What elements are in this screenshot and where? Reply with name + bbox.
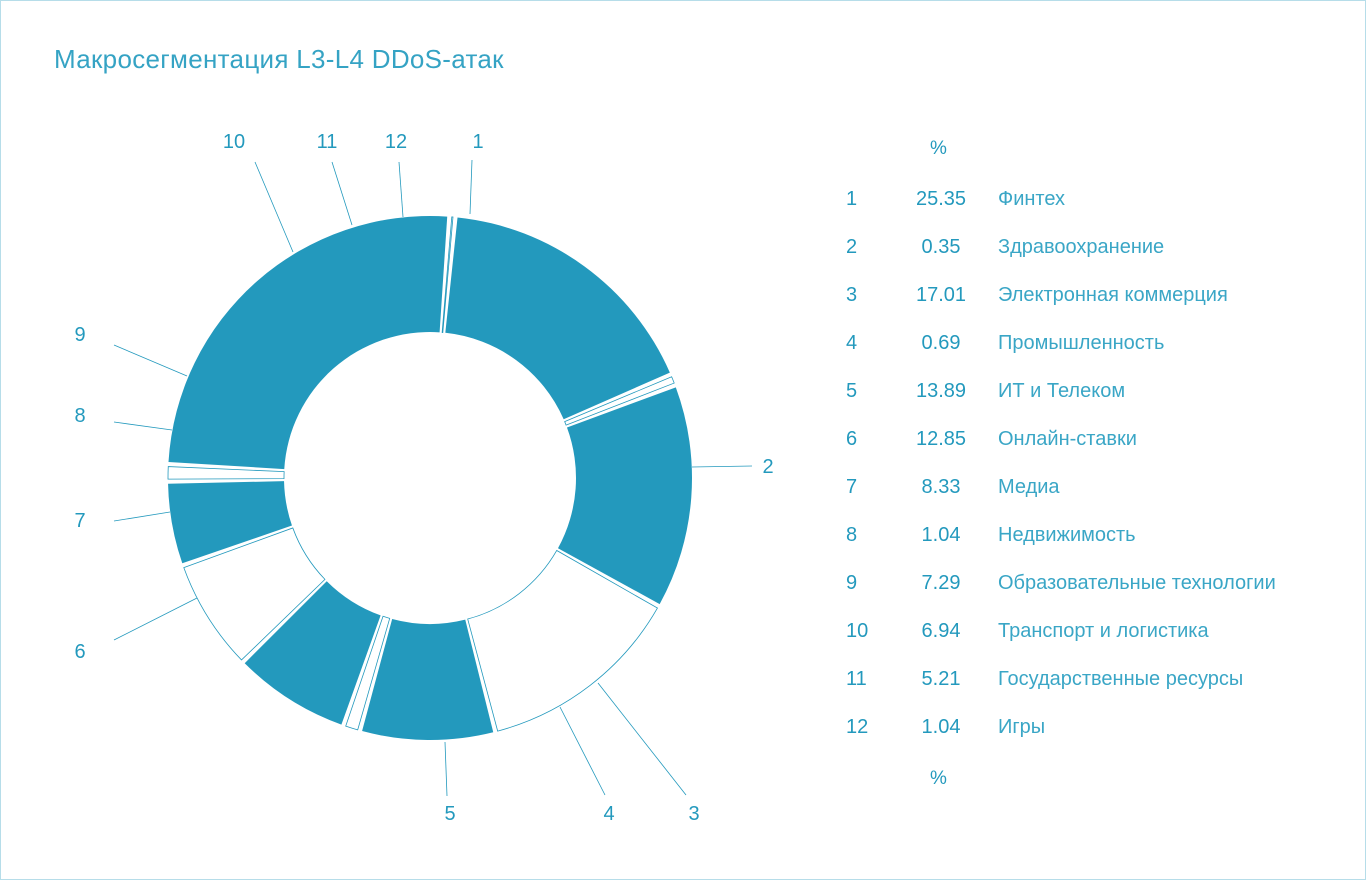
legend-row-value: 13.89 xyxy=(915,380,967,402)
legend-row-value: 1.04 xyxy=(921,716,961,738)
leader-line-11 xyxy=(331,161,353,226)
legend-row-number: 12 xyxy=(846,716,869,738)
leader-lines xyxy=(113,159,753,797)
slice-callout-9: 9 xyxy=(74,324,85,346)
legend-row-number: 1 xyxy=(846,188,858,210)
slice-callout-1: 1 xyxy=(472,131,483,153)
legend-row-label: Медиа xyxy=(998,476,1060,498)
leader-line-12 xyxy=(398,161,404,218)
legend-unit-header-top: % xyxy=(930,138,947,159)
slice-callout-10: 10 xyxy=(223,131,245,153)
donut-slice-4 xyxy=(564,376,675,426)
legend-row-value: 6.94 xyxy=(921,620,961,642)
donut-slice-6 xyxy=(467,549,658,732)
leader-line-2 xyxy=(691,465,753,468)
slice-callout-2: 2 xyxy=(762,456,773,478)
leader-line-6 xyxy=(113,597,198,641)
leader-line-10 xyxy=(254,161,294,253)
leader-line-1 xyxy=(469,159,473,215)
legend-row-label: Недвижимость xyxy=(998,524,1136,546)
legend-row-label: Финтех xyxy=(998,188,1066,210)
legend-row-label: Игры xyxy=(998,716,1046,738)
leader-line-5 xyxy=(444,741,448,797)
slice-callout-3: 3 xyxy=(688,803,699,825)
donut-slices xyxy=(167,215,692,740)
legend-row-value: 5.21 xyxy=(921,668,961,690)
slice-callout-5: 5 xyxy=(444,803,455,825)
legend-row-label: Онлайн-ставки xyxy=(998,428,1137,450)
legend-row-value: 8.33 xyxy=(921,476,961,498)
donut-slice-3 xyxy=(445,217,670,420)
legend-row-number: 11 xyxy=(846,668,867,690)
legend-row-number: 6 xyxy=(846,428,858,450)
legend-row-number: 10 xyxy=(846,620,869,642)
donut-slice-8 xyxy=(345,615,391,731)
slice-callout-4: 4 xyxy=(603,803,614,825)
legend-row-number: 4 xyxy=(846,332,858,354)
donut-slice-11 xyxy=(168,481,292,564)
legend-row-label: Здравоохранение xyxy=(998,236,1165,258)
legend-row-number: 3 xyxy=(846,284,858,306)
slice-callout-12: 12 xyxy=(385,131,407,153)
legend-row-label: Государственные ресурсы xyxy=(998,668,1244,690)
donut-slice-2 xyxy=(441,216,454,333)
legend-row-value: 7.29 xyxy=(921,572,961,594)
legend-row-label: Образовательные технологии xyxy=(998,572,1276,594)
legend-unit-header-bottom: % xyxy=(930,768,947,789)
donut-slice-1 xyxy=(168,215,448,470)
leader-line-4 xyxy=(559,706,606,796)
legend-row-value: 25.35 xyxy=(915,188,967,210)
donut-slice-5 xyxy=(557,387,692,605)
leader-line-9 xyxy=(113,344,188,377)
donut-slice-12 xyxy=(167,466,285,480)
slice-callout-11: 11 xyxy=(317,131,338,153)
donut-slice-9 xyxy=(244,581,381,725)
legend-row-label: Промышленность xyxy=(998,332,1165,354)
chart-title: Макросегментация L3-L4 DDoS-атак xyxy=(54,44,504,74)
legend-row-value: 1.04 xyxy=(921,524,961,546)
legend-row-label: Транспорт и логистика xyxy=(998,620,1209,642)
legend-row-number: 2 xyxy=(846,236,858,258)
legend-row-value: 0.69 xyxy=(921,332,961,354)
legend-row-label: ИТ и Телеком xyxy=(998,380,1126,402)
legend-row-number: 8 xyxy=(846,524,858,546)
slice-callout-8: 8 xyxy=(74,405,85,427)
legend-row-value: 12.85 xyxy=(915,428,967,450)
legend-row-number: 7 xyxy=(846,476,858,498)
legend-row-number: 5 xyxy=(846,380,858,402)
donut-slice-7 xyxy=(362,619,494,740)
legend-row-label: Электронная коммерция xyxy=(998,284,1228,306)
donut-slice-10 xyxy=(183,527,326,661)
leader-line-7 xyxy=(113,511,171,522)
leader-line-8 xyxy=(113,421,173,431)
slice-callout-6: 6 xyxy=(74,641,85,663)
legend-row-value: 17.01 xyxy=(915,284,967,306)
legend-row-number: 9 xyxy=(846,572,858,594)
leader-line-3 xyxy=(597,682,687,796)
slice-callout-7: 7 xyxy=(74,510,85,532)
legend-row-value: 0.35 xyxy=(921,236,961,258)
